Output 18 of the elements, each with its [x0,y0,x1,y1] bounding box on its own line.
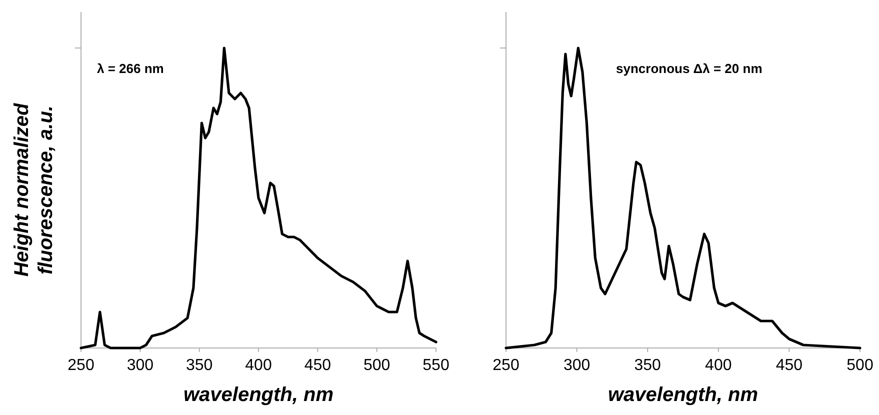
x-axis-title: wavelength, nm [183,384,334,406]
x-axis-title: wavelength, nm [608,384,758,406]
x-tick-label: 350 [634,357,662,374]
x-tick-label: 500 [363,357,390,374]
annotation: λ = 266 nm [97,61,164,76]
x-tick-label: 450 [776,357,803,374]
y-axis-title: Height normalized fluorescence, a.u. [11,102,57,277]
x-tick-label: 400 [705,357,732,374]
x-tick-label: 300 [126,357,154,374]
x-tick-label: 550 [422,357,450,374]
x-tick-label: 350 [186,357,213,374]
x-tick-label: 250 [68,357,94,374]
x-tick-label: 400 [245,357,272,374]
x-tick-label: 450 [304,357,332,374]
annotation: syncronous Δλ = 20 nm [616,61,762,76]
x-tick-label: 300 [563,357,590,374]
x-tick-label: 500 [846,357,874,374]
x-tick-label: 250 [492,357,520,374]
